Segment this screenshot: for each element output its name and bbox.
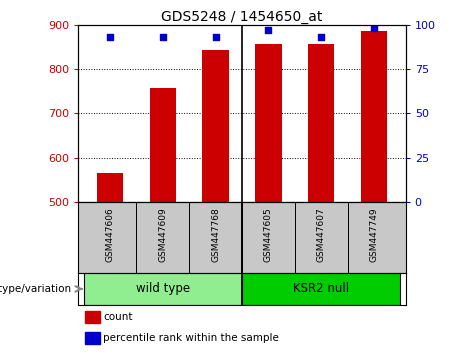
- Point: [212, 34, 219, 40]
- Bar: [85, 311, 100, 322]
- Bar: [150, 88, 176, 202]
- Text: GSM447749: GSM447749: [370, 208, 378, 262]
- Point: [265, 27, 272, 33]
- Text: GSM447606: GSM447606: [106, 208, 114, 262]
- Text: GSM447768: GSM447768: [211, 208, 220, 262]
- Bar: [97, 173, 123, 202]
- Point: [159, 34, 166, 40]
- Point: [106, 34, 114, 40]
- Text: count: count: [103, 312, 132, 322]
- Text: genotype/variation: genotype/variation: [0, 284, 72, 294]
- Bar: [202, 50, 229, 202]
- Text: KSR2 null: KSR2 null: [293, 282, 349, 296]
- Text: percentile rank within the sample: percentile rank within the sample: [103, 333, 279, 343]
- Text: GSM447605: GSM447605: [264, 208, 273, 262]
- Bar: [361, 32, 387, 202]
- Bar: [255, 44, 282, 202]
- Bar: [242, 273, 401, 305]
- Bar: [308, 44, 334, 202]
- Text: GSM447607: GSM447607: [317, 208, 326, 262]
- Text: GSM447609: GSM447609: [158, 208, 167, 262]
- Point: [370, 25, 378, 31]
- Text: wild type: wild type: [136, 282, 190, 296]
- Bar: [83, 273, 242, 305]
- Bar: [85, 332, 100, 344]
- Point: [318, 34, 325, 40]
- Title: GDS5248 / 1454650_at: GDS5248 / 1454650_at: [161, 10, 323, 24]
